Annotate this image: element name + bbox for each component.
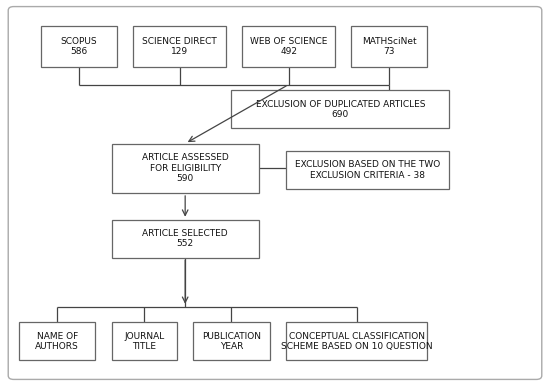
Text: JOURNAL
TITLE: JOURNAL TITLE (124, 332, 164, 351)
Text: NAME OF
AUTHORS: NAME OF AUTHORS (35, 332, 79, 351)
FancyBboxPatch shape (41, 25, 117, 68)
Text: SCOPUS
586: SCOPUS 586 (60, 37, 97, 56)
FancyBboxPatch shape (286, 322, 427, 361)
FancyBboxPatch shape (19, 322, 95, 361)
FancyBboxPatch shape (351, 25, 427, 68)
FancyBboxPatch shape (286, 151, 449, 189)
Text: EXCLUSION BASED ON THE TWO
EXCLUSION CRITERIA - 38: EXCLUSION BASED ON THE TWO EXCLUSION CRI… (295, 161, 440, 180)
FancyBboxPatch shape (112, 220, 258, 258)
Text: SCIENCE DIRECT
129: SCIENCE DIRECT 129 (142, 37, 217, 56)
FancyBboxPatch shape (134, 25, 226, 68)
FancyBboxPatch shape (243, 25, 335, 68)
Text: ARTICLE SELECTED
552: ARTICLE SELECTED 552 (142, 229, 228, 248)
FancyBboxPatch shape (232, 90, 449, 128)
Text: PUBLICATION
YEAR: PUBLICATION YEAR (202, 332, 261, 351)
FancyBboxPatch shape (112, 144, 258, 193)
Text: WEB OF SCIENCE
492: WEB OF SCIENCE 492 (250, 37, 327, 56)
Text: ARTICLE ASSESSED
FOR ELIGIBILITY
590: ARTICLE ASSESSED FOR ELIGIBILITY 590 (142, 153, 229, 183)
Text: EXCLUSION OF DUPLICATED ARTICLES
690: EXCLUSION OF DUPLICATED ARTICLES 690 (256, 100, 425, 119)
Text: MATHSciNet
73: MATHSciNet 73 (362, 37, 417, 56)
Text: CONCEPTUAL CLASSIFICATION
SCHEME BASED ON 10 QUESTION: CONCEPTUAL CLASSIFICATION SCHEME BASED O… (281, 332, 432, 351)
FancyBboxPatch shape (8, 7, 542, 379)
FancyBboxPatch shape (112, 322, 177, 361)
FancyBboxPatch shape (194, 322, 270, 361)
